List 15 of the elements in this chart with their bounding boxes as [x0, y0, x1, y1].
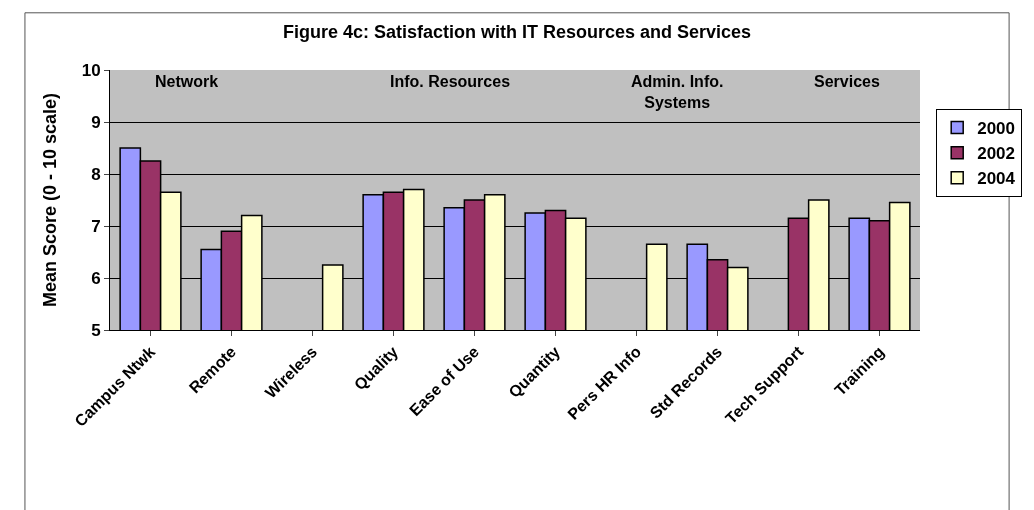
y-tick-label: 9 — [91, 112, 101, 132]
annotation: Info. Resources — [390, 73, 511, 90]
y-tick-label: 7 — [91, 216, 101, 236]
y-tick-label: 8 — [91, 164, 101, 184]
annotation: Services — [814, 73, 880, 90]
y-tick-label: 5 — [91, 320, 101, 340]
annotation: Admin. Info. Systems — [631, 73, 724, 111]
y-axis-title: Mean Score (0 - 10 scale) — [39, 92, 60, 308]
y-tick-label: 10 — [81, 60, 101, 80]
legend-label: 2004 — [977, 169, 1016, 189]
annotation: Network — [155, 73, 219, 90]
legend-label: 2000 — [977, 119, 1016, 139]
y-tick-label: 6 — [91, 268, 101, 288]
chart-title: Figure 4c: Satisfaction with IT Resources and Services — [282, 22, 752, 43]
legend-label: 2002 — [977, 144, 1016, 164]
